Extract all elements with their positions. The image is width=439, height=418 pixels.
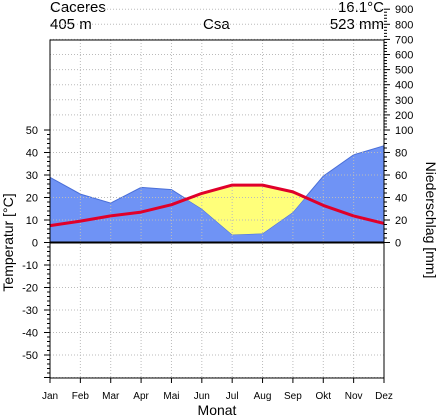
temperature-line [49, 183, 385, 228]
y2-tick-label: 400 [395, 80, 413, 92]
y2-tick-label: 80 [395, 148, 407, 160]
y2-tick-label: 0 [395, 238, 401, 250]
x-tick-label: Jun [194, 391, 210, 402]
x-tick-label: Jan [42, 391, 58, 402]
elevation: 405 m [50, 16, 92, 33]
y2-tick-label: 300 [395, 95, 413, 107]
y-tick-label: -50 [22, 350, 38, 362]
y-tick-label: 10 [26, 215, 38, 227]
station-name: Caceres [50, 0, 106, 16]
grid-lines [50, 8, 384, 378]
y2-axis-label: Niederschlag [mm] [423, 162, 439, 279]
y2-tick-label: 20 [395, 215, 407, 227]
y2-tick-label: 800 [395, 19, 413, 31]
x-tick-label: Nov [345, 391, 363, 402]
y2-tick-label: 60 [395, 170, 407, 182]
x-axis-label: Monat [198, 402, 237, 418]
y2-tick-label: 700 [395, 34, 413, 46]
y2-tick-label: 100 [395, 125, 413, 137]
x-tick-label: Apr [133, 391, 149, 402]
y-tick-label: 0 [32, 238, 38, 250]
y2-tick-label: 600 [395, 50, 413, 62]
y-tick-label: 50 [26, 125, 38, 137]
x-tick-label: Mar [102, 391, 120, 402]
y-tick-label: 40 [26, 148, 38, 160]
x-tick-label: Feb [72, 391, 90, 402]
y2-tick-label: 900 [395, 4, 413, 16]
y-tick-label: -30 [22, 305, 38, 317]
x-tick-label: Aug [254, 391, 272, 402]
y-tick-label: 20 [26, 193, 38, 205]
mean-temperature: 16.1°C [337, 0, 384, 16]
y-tick-label: -10 [22, 260, 38, 272]
y2-tick-label: 200 [395, 110, 413, 122]
left-ticks [44, 129, 50, 378]
right-ticks [384, 8, 390, 243]
x-tick-label: Sep [284, 391, 302, 402]
y-tick-label: 30 [26, 170, 38, 182]
y-tick-label: -20 [22, 283, 38, 295]
x-tick-label: Jul [226, 391, 239, 402]
y2-tick-label: 500 [395, 65, 413, 77]
y-tick-label: -40 [22, 328, 38, 340]
plot-frame [49, 39, 385, 379]
y2-tick-label: 40 [395, 193, 407, 205]
x-tick-label: Mai [163, 391, 179, 402]
x-tick-label: Okt [315, 391, 331, 402]
x-tick-label: Dez [375, 391, 393, 402]
y-axis-label: Temperatur [°C] [0, 193, 16, 291]
climate-class: Csa [203, 16, 230, 33]
x-ticks [49, 378, 385, 383]
